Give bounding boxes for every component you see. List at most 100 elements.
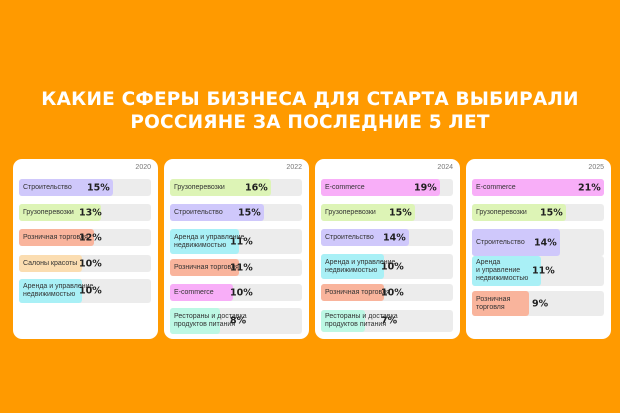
- bar-category-label: Рестораны и доставка продуктов питания: [174, 313, 247, 328]
- bar: [19, 179, 113, 196]
- bar: [472, 229, 560, 256]
- bar: [170, 284, 233, 301]
- bar-category-label: Рестораны и доставка продуктов питания: [325, 313, 398, 328]
- bar: [472, 291, 529, 316]
- bar-category-label: Розничная торговля: [23, 233, 88, 241]
- bar-value-label: 8%: [230, 315, 247, 327]
- chart-card-2025: 2025 E-commerce 21% Грузоперевозки 15% Строит…: [466, 159, 611, 339]
- bar-row: Розничная торговля 11%: [170, 259, 302, 276]
- bar-category-label: Аренда и управление недвижимостью: [476, 259, 529, 282]
- bar-category-label: Грузоперевозки: [23, 208, 74, 216]
- bar-category-label: Строительство: [174, 208, 223, 216]
- bar-row: Грузоперевозки 13%: [19, 204, 151, 221]
- bar-value-label: 7%: [381, 315, 398, 327]
- bar-category-label: Строительство: [23, 183, 72, 191]
- headline-line-1: КАКИЕ СФЕРЫ БИЗНЕСА ДЛЯ СТАРТА ВЫБИРАЛИ: [41, 89, 579, 110]
- bar-row: Строительство 14%: [321, 229, 453, 246]
- bar-row: Аренда и управление недвижимостью 11%: [170, 229, 302, 254]
- bar-value-label: 11%: [230, 236, 253, 247]
- bar-category-label: Грузоперевозки: [476, 208, 527, 216]
- chart-year-label: 2020: [135, 164, 151, 171]
- bar: [321, 204, 415, 221]
- bar: [321, 229, 409, 246]
- bar-row: Рестораны и доставка продуктов питания 8%: [170, 308, 302, 334]
- bar-category-label: E-commerce: [174, 288, 214, 296]
- bar-row: Строительство 15%: [170, 204, 302, 221]
- chart-card-2022: 2022 Грузоперевозки 16% Строительство 15% Аре…: [164, 159, 309, 339]
- bar: [321, 179, 440, 196]
- bar-value-label: 9%: [532, 298, 549, 309]
- bar-category-label: Розничная торговля: [174, 263, 239, 271]
- bar-category-label: Аренда и управление недвижимостью: [325, 258, 396, 274]
- bar-row: Салоны красоты 10%: [19, 255, 151, 272]
- bar-category-label: Аренда и управление недвижимостью: [23, 283, 94, 298]
- chart-year-label: 2025: [588, 164, 604, 171]
- bar-value-label: 11%: [230, 262, 253, 273]
- bar-row: Аренда и управление недвижимостью 11%: [472, 256, 604, 286]
- bar-value-label: 10%: [381, 261, 404, 272]
- bar: [19, 229, 94, 246]
- bar-row: Строительство 14%: [472, 229, 604, 256]
- bar-row: Грузоперевозки 15%: [321, 204, 453, 221]
- bar-value-label: 14%: [383, 232, 406, 243]
- bar-value-label: 15%: [87, 182, 110, 193]
- bar-category-label: Салоны красоты: [23, 259, 78, 267]
- headline: КАКИЕ СФЕРЫ БИЗНЕСА ДЛЯ СТАРТА ВЫБИРАЛИ …: [0, 88, 620, 134]
- bar: [321, 254, 384, 279]
- bar-category-label: Розничная торговля: [325, 288, 390, 296]
- bar-category-label: Строительство: [476, 238, 525, 246]
- bar-row: E-commerce 21%: [472, 179, 604, 196]
- bar: [170, 204, 264, 221]
- bar-row: Рестораны и доставка продуктов питания 7%: [321, 310, 453, 332]
- bar-value-label: 14%: [534, 237, 557, 248]
- bar-value-label: 10%: [230, 287, 253, 298]
- bar-value-label: 19%: [414, 182, 437, 193]
- bar-row: E-commerce 10%: [170, 284, 302, 301]
- bar-value-label: 15%: [238, 207, 261, 218]
- chart-card-2020: 2020 Строительство 15% Грузоперевозки 13% Роз…: [13, 159, 158, 339]
- bar-row: E-commerce 19%: [321, 179, 453, 196]
- bar-value-label: 11%: [532, 265, 555, 277]
- bar-row: Розничная торговля 9%: [472, 291, 604, 316]
- bar: [472, 256, 541, 286]
- bar-value-label: 13%: [79, 207, 102, 218]
- bar-value-label: 12%: [79, 232, 102, 243]
- bar-row: Грузоперевозки 15%: [472, 204, 604, 221]
- bar-category-label: Строительство: [325, 233, 374, 241]
- bar-row: Строительство 15%: [19, 179, 151, 196]
- bar: [19, 204, 101, 221]
- bar-value-label: 10%: [79, 285, 102, 297]
- bar: [472, 204, 566, 221]
- bar-category-label: Аренда и управление недвижимостью: [174, 233, 245, 249]
- bar-row: Грузоперевозки 16%: [170, 179, 302, 196]
- bar-value-label: 10%: [381, 287, 404, 298]
- bar: [170, 179, 271, 196]
- bar-category-label: Грузоперевозки: [325, 208, 376, 216]
- bar-row: Розничная торговля 10%: [321, 284, 453, 301]
- headline-line-2: РОССИЯНЕ ЗА ПОСЛЕДНИЕ 5 ЛЕТ: [130, 112, 490, 133]
- bar-row: Аренда и управление недвижимостью 10%: [19, 279, 151, 303]
- bar-value-label: 16%: [245, 182, 268, 193]
- chart-year-label: 2024: [437, 164, 453, 171]
- bar-value-label: 10%: [79, 258, 102, 269]
- bar-value-label: 15%: [540, 207, 563, 218]
- bar-category-label: E-commerce: [476, 183, 516, 191]
- bar-row: Розничная торговля 12%: [19, 229, 151, 246]
- bar: [321, 284, 384, 301]
- bar-row: Аренда и управление недвижимостью 10%: [321, 254, 453, 279]
- bar: [170, 259, 239, 276]
- bar-value-label: 21%: [578, 182, 601, 193]
- bar-value-label: 15%: [389, 207, 412, 218]
- bar: [170, 308, 220, 334]
- chart-year-label: 2022: [286, 164, 302, 171]
- bar: [472, 179, 604, 196]
- bar: [19, 279, 82, 303]
- chart-card-2024: 2024 E-commerce 19% Грузоперевозки 15% Строит…: [315, 159, 460, 339]
- bar-category-label: Розничная торговля: [476, 295, 511, 311]
- bar: [170, 229, 239, 254]
- bar-category-label: Грузоперевозки: [174, 183, 225, 191]
- bar: [19, 255, 82, 272]
- bar-category-label: E-commerce: [325, 183, 365, 191]
- bar: [321, 310, 365, 332]
